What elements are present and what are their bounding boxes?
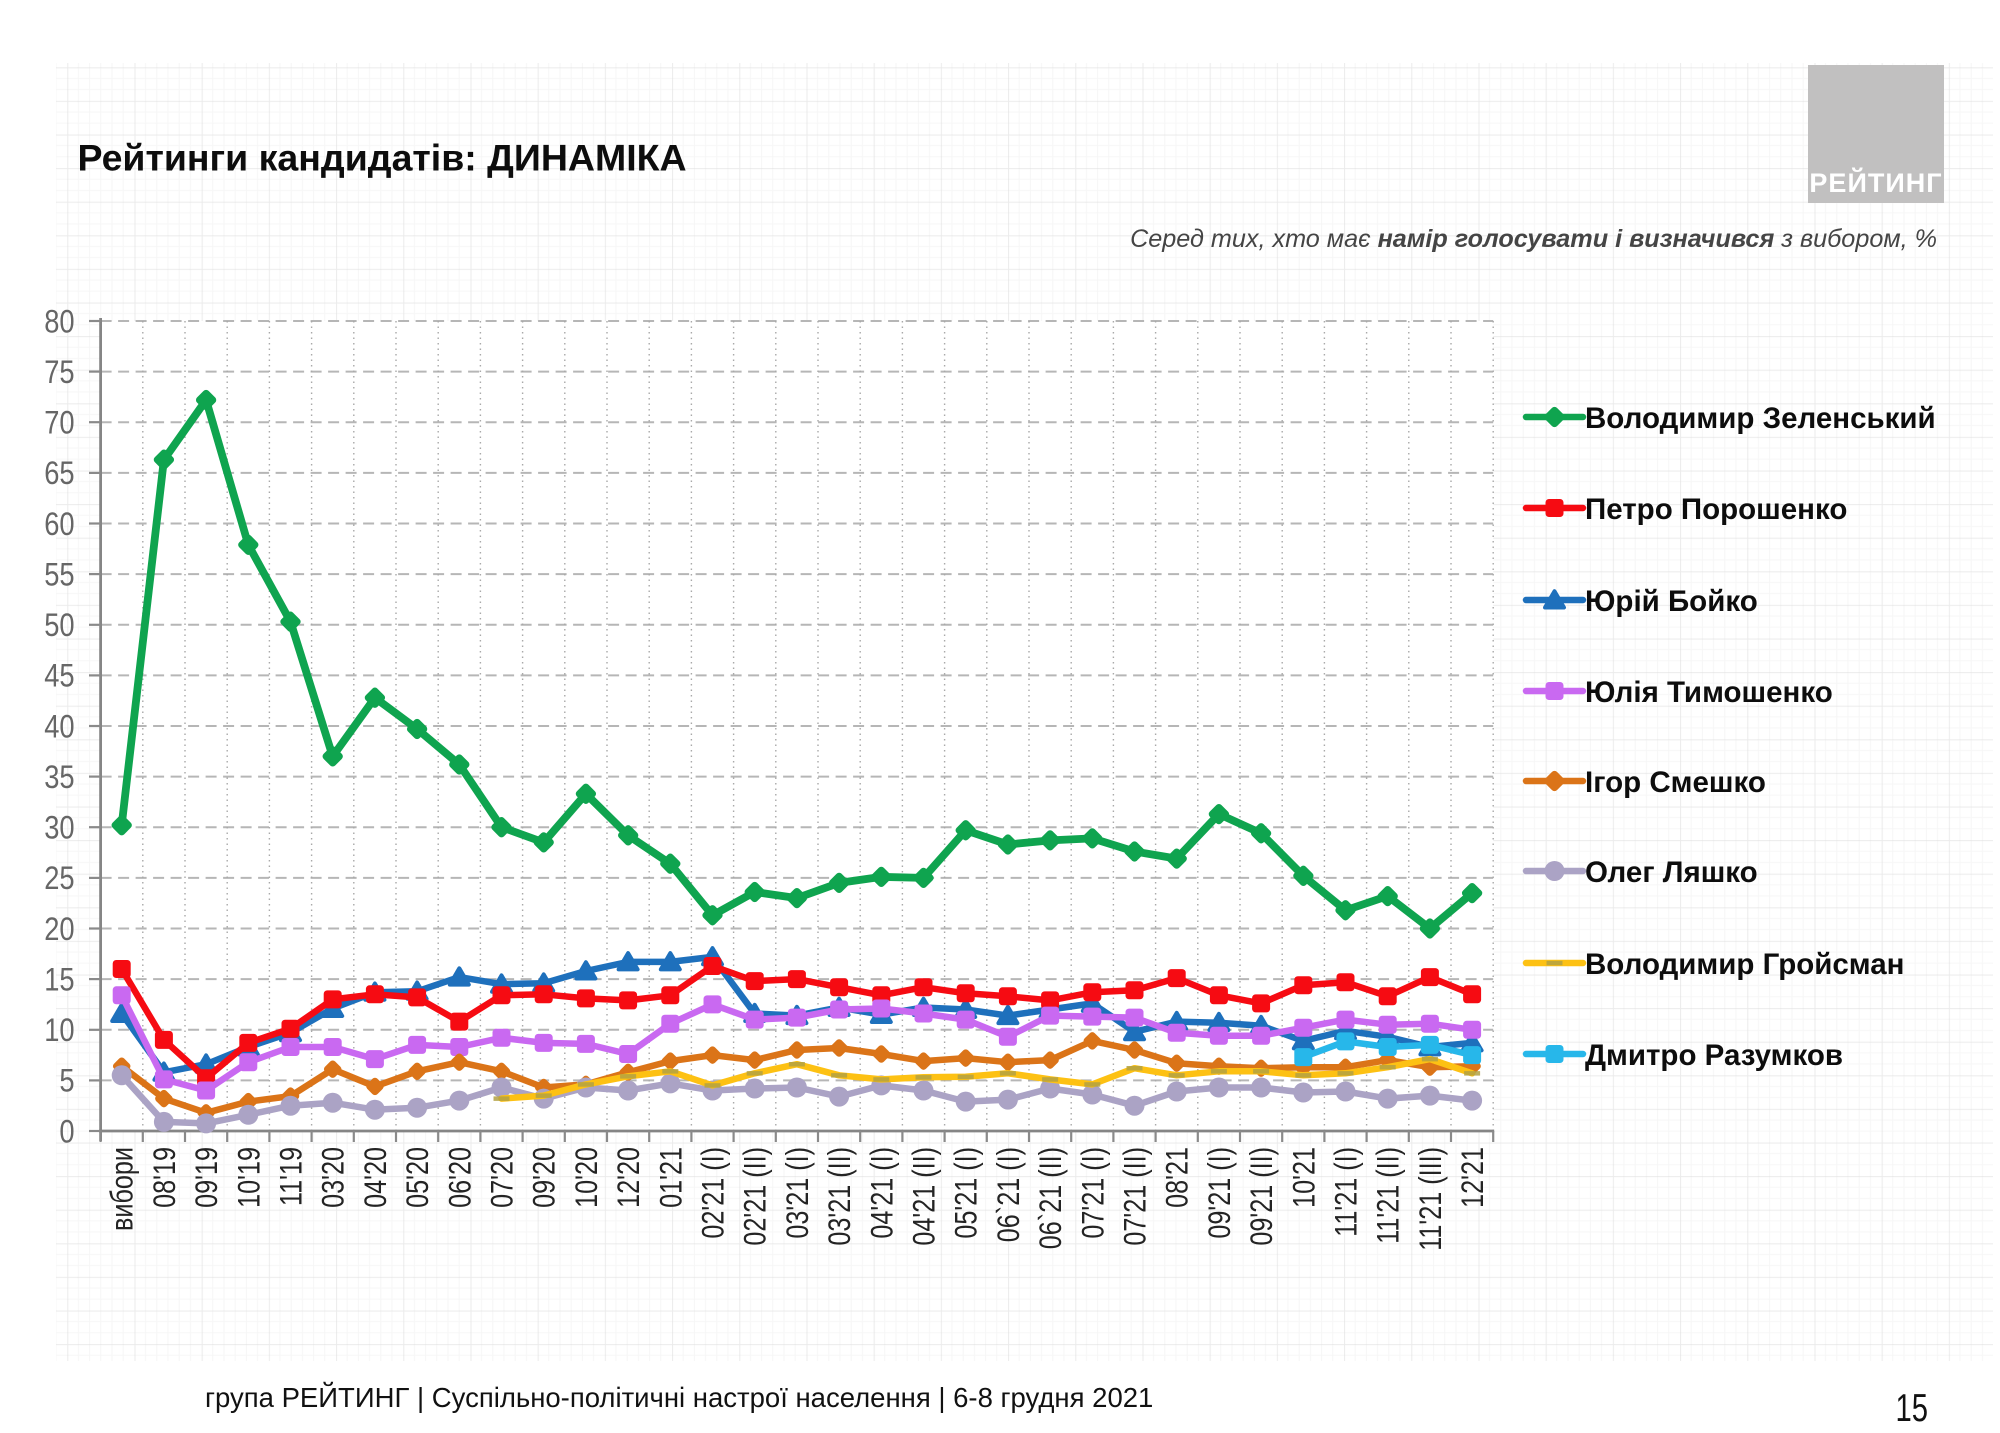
svg-text:04'21 (II): 04'21 (II) (907, 1147, 942, 1246)
svg-text:вибори: вибори (105, 1147, 140, 1231)
svg-text:03'20: 03'20 (316, 1147, 351, 1208)
svg-text:09'21 (II): 09'21 (II) (1244, 1147, 1279, 1246)
svg-text:06'20: 06'20 (443, 1147, 478, 1208)
svg-text:03'21 (II): 03'21 (II) (822, 1147, 857, 1246)
svg-text:09'19: 09'19 (189, 1147, 224, 1208)
svg-text:11'19: 11'19 (274, 1147, 309, 1206)
svg-text:04'20: 04'20 (358, 1147, 393, 1208)
svg-text:30: 30 (44, 810, 74, 846)
svg-text:Серед тих, хто має намір голос: Серед тих, хто має намір голосувати і ви… (1130, 225, 1937, 253)
svg-text:10'20: 10'20 (569, 1147, 604, 1208)
svg-text:05'21 (I): 05'21 (I) (949, 1147, 984, 1239)
svg-text:10'19: 10'19 (232, 1147, 267, 1208)
svg-text:11'21 (III): 11'21 (III) (1413, 1147, 1448, 1251)
svg-text:група РЕЙТИНГ | Суспільно-полі: група РЕЙТИНГ | Суспільно-політичні наст… (205, 1382, 1153, 1413)
svg-text:Юлія Тимошенко: Юлія Тимошенко (1585, 676, 1833, 709)
svg-text:02'21 (II): 02'21 (II) (738, 1147, 773, 1246)
svg-text:04'21 (I): 04'21 (I) (865, 1147, 900, 1239)
svg-text:12'20: 12'20 (611, 1147, 646, 1208)
svg-text:Петро Порошенко: Петро Порошенко (1585, 493, 1847, 526)
svg-text:12'21: 12'21 (1455, 1147, 1490, 1208)
svg-text:06`21 (II): 06`21 (II) (1033, 1147, 1068, 1249)
svg-text:80: 80 (44, 304, 74, 340)
svg-text:РЕЙТИНГ: РЕЙТИНГ (1809, 167, 1942, 198)
svg-text:Володимир Зеленський: Володимир Зеленський (1585, 402, 1936, 435)
svg-text:60: 60 (44, 507, 74, 543)
svg-text:08'19: 08'19 (147, 1147, 182, 1208)
svg-text:Рейтинги кандидатів: ДИНАМІКА: Рейтинги кандидатів: ДИНАМІКА (78, 137, 687, 179)
svg-text:05'20: 05'20 (400, 1147, 435, 1208)
svg-text:45: 45 (44, 659, 74, 695)
svg-text:02'21 (I): 02'21 (I) (696, 1147, 731, 1239)
svg-text:11'21 (I): 11'21 (I) (1329, 1147, 1364, 1237)
svg-text:25: 25 (44, 861, 74, 897)
svg-text:07'21 (I): 07'21 (I) (1076, 1147, 1111, 1239)
svg-text:08'21: 08'21 (1160, 1147, 1195, 1208)
svg-text:75: 75 (44, 355, 74, 391)
svg-text:40: 40 (44, 709, 74, 745)
svg-text:07'20: 07'20 (485, 1147, 520, 1208)
svg-text:09'20: 09'20 (527, 1147, 562, 1208)
svg-text:65: 65 (44, 456, 74, 492)
svg-text:11'21 (II): 11'21 (II) (1371, 1147, 1406, 1244)
svg-text:55: 55 (44, 557, 74, 593)
svg-text:01'21: 01'21 (654, 1147, 689, 1208)
svg-text:70: 70 (44, 405, 74, 441)
svg-text:10'21: 10'21 (1287, 1147, 1322, 1208)
svg-text:5: 5 (59, 1064, 74, 1100)
svg-text:50: 50 (44, 608, 74, 644)
svg-text:07'21 (II): 07'21 (II) (1118, 1147, 1153, 1246)
svg-text:03'21 (I): 03'21 (I) (780, 1147, 815, 1239)
svg-text:0: 0 (59, 1114, 74, 1150)
svg-text:10: 10 (44, 1013, 74, 1049)
svg-text:15: 15 (44, 962, 74, 998)
svg-text:20: 20 (44, 912, 74, 948)
svg-text:Володимир Гройсман: Володимир Гройсман (1585, 948, 1904, 981)
svg-text:Ігор Смешко: Ігор Смешко (1585, 766, 1766, 799)
svg-text:09'21 (I): 09'21 (I) (1202, 1147, 1237, 1239)
svg-text:Олег Ляшко: Олег Ляшко (1585, 856, 1758, 889)
svg-text:Дмитро Разумков: Дмитро Разумков (1585, 1039, 1843, 1072)
svg-text:35: 35 (44, 760, 74, 796)
svg-text:Юрій Бойко: Юрій Бойко (1585, 585, 1758, 618)
svg-text:06`21 (I): 06`21 (I) (991, 1147, 1026, 1242)
svg-text:15: 15 (1895, 1387, 1928, 1428)
